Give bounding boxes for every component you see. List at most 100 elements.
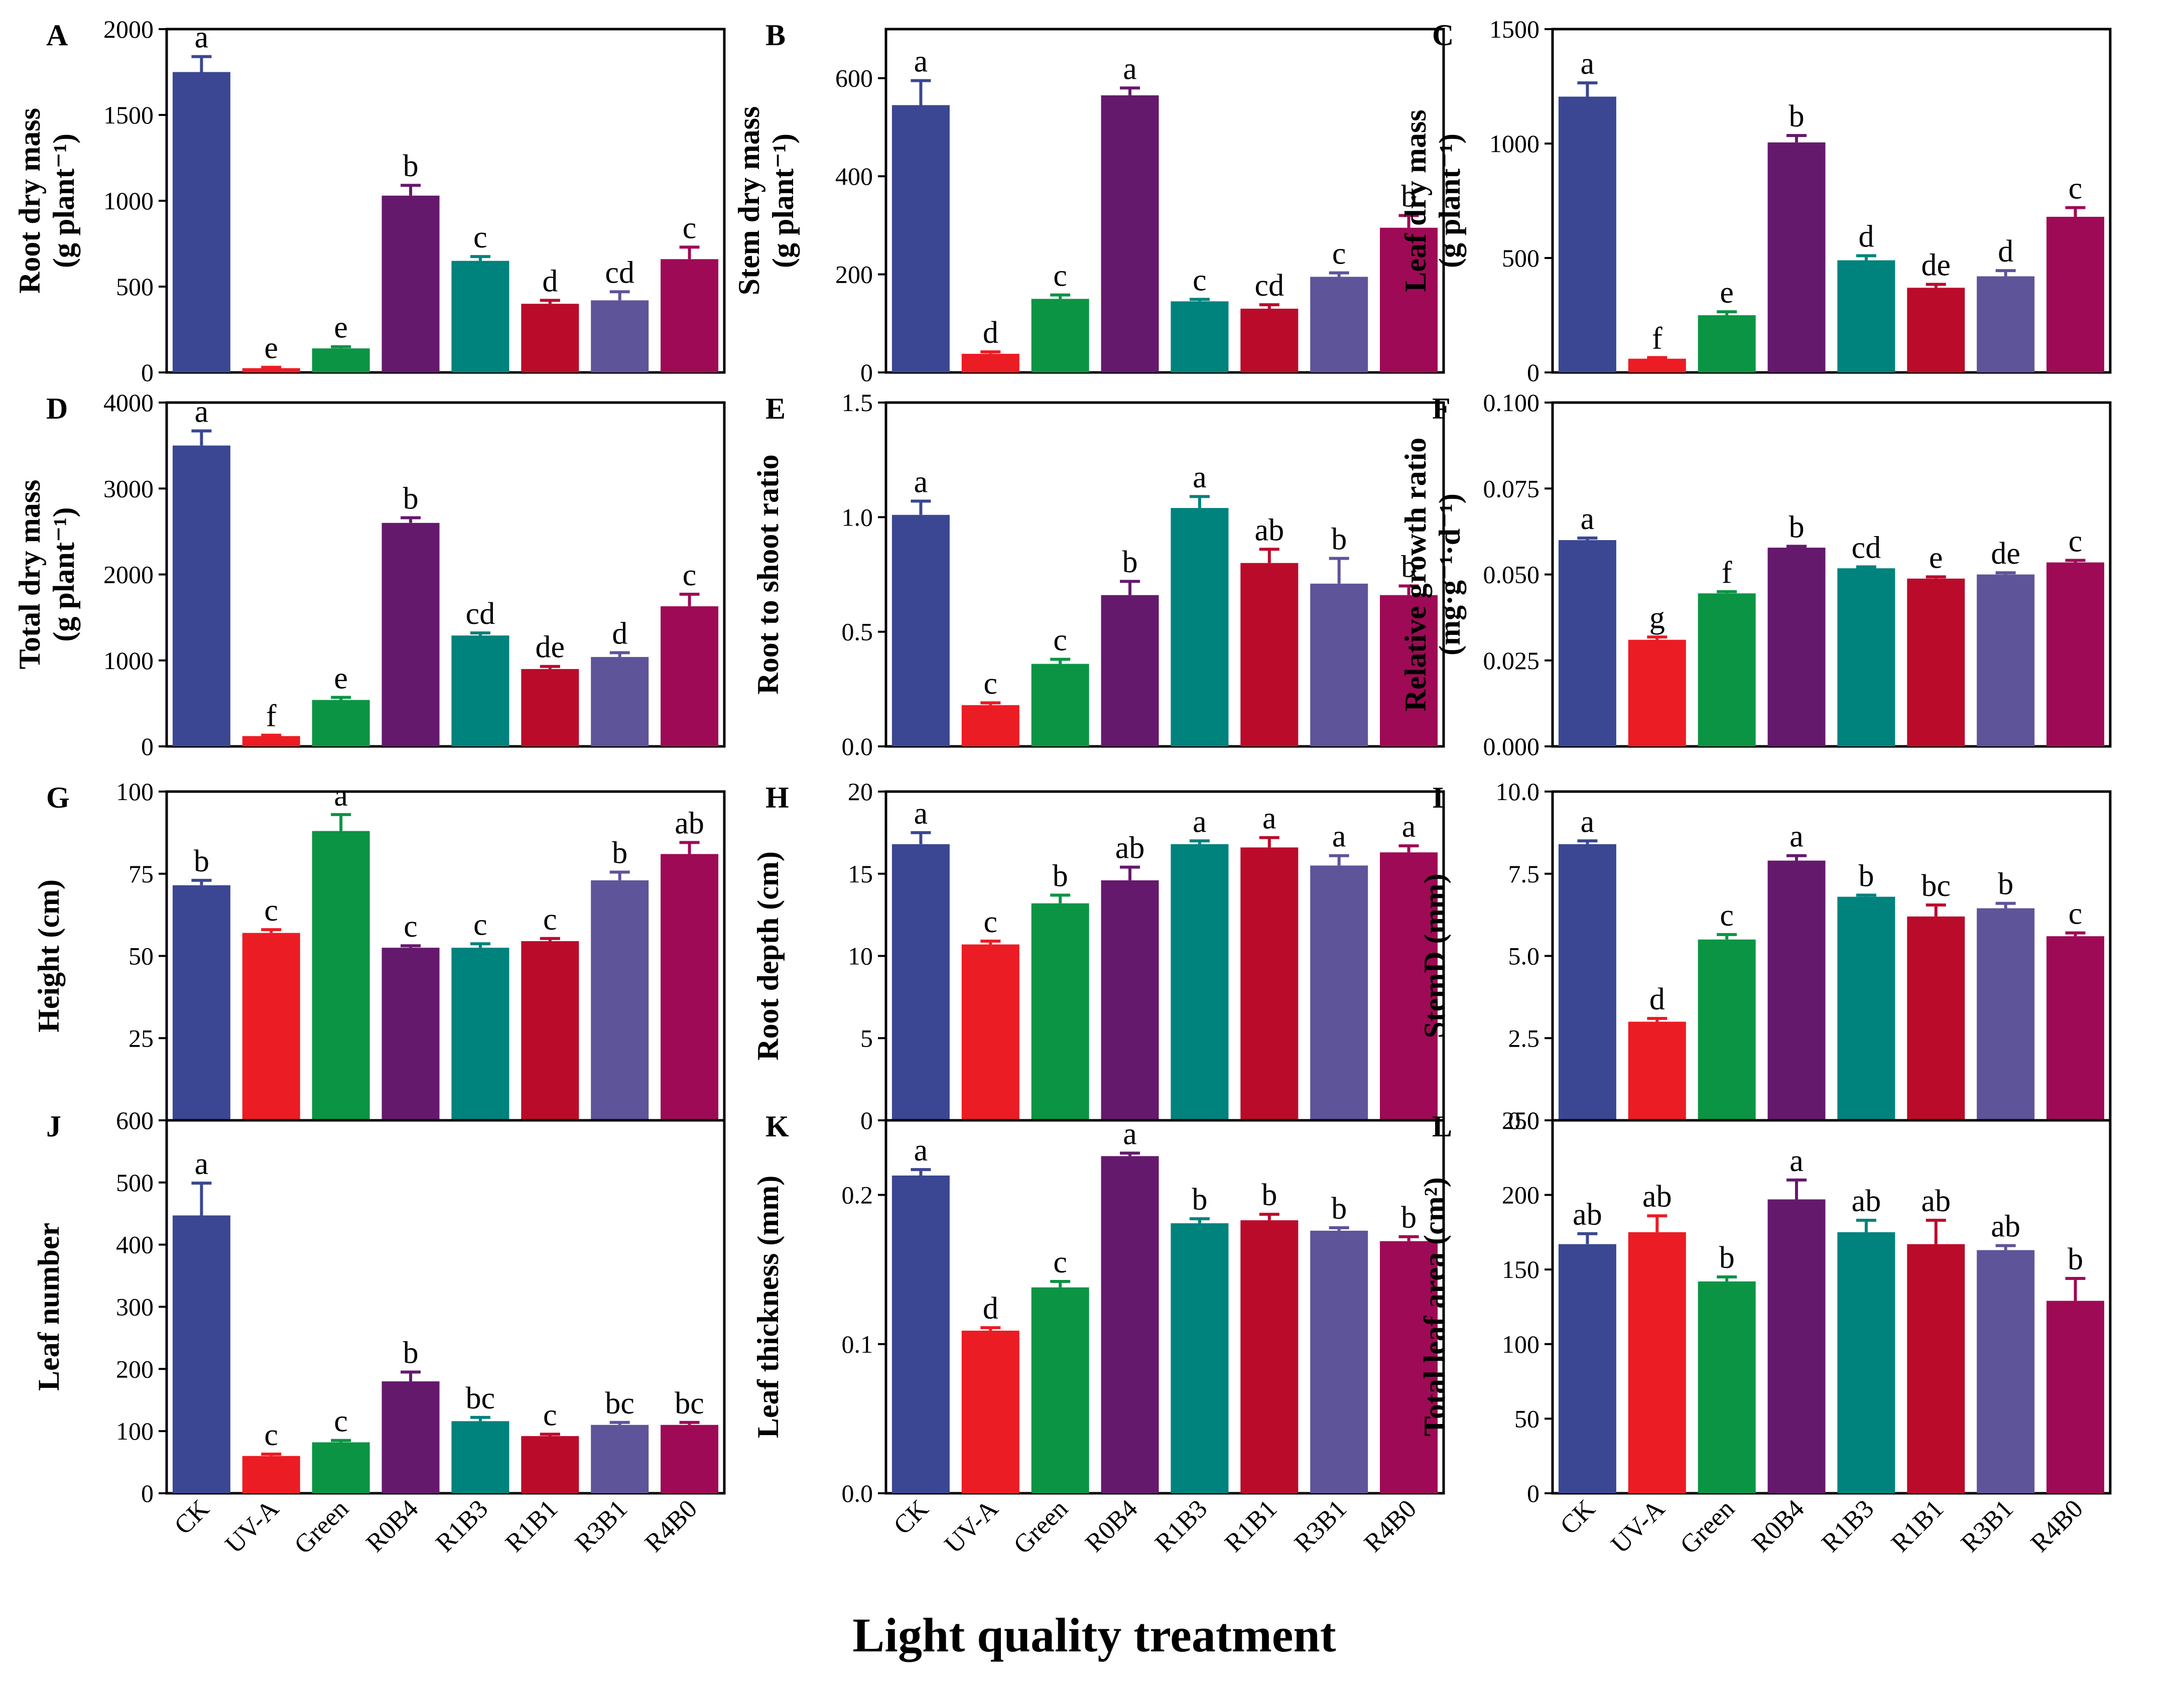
- significance-letter: c: [543, 1398, 557, 1432]
- panel-c: 0 500 1000 1500 C Leaf dry mass(g plant⁻¹) a f e…: [1399, 15, 2112, 386]
- significance-letter: de: [1921, 248, 1951, 282]
- bar-r3b1: [1310, 583, 1368, 746]
- significance-letter: a: [914, 45, 928, 79]
- bar-r1b1: [1240, 308, 1299, 372]
- panel-label: I: [1432, 781, 1444, 814]
- significance-letter: c: [984, 905, 998, 939]
- panel-f: 0.000 0.025 0.050 0.075 0.100 F Relative growt…: [1399, 388, 2112, 760]
- x-category-label: CK: [888, 1494, 935, 1540]
- y-tick-label: 500: [116, 273, 154, 301]
- bar-uv-a: [1628, 1021, 1686, 1120]
- bar-green: [312, 831, 370, 1120]
- bar-green: [1031, 664, 1089, 746]
- bar-r1b3: [1837, 260, 1895, 372]
- y-tick-label: 0: [1527, 358, 1539, 386]
- bar-r4b0: [1380, 595, 1438, 746]
- x-category-label: R3B1: [1289, 1494, 1352, 1558]
- x-category-label: R0B4: [1080, 1494, 1143, 1558]
- significance-letter: e: [334, 311, 348, 345]
- significance-letter: b: [1192, 1183, 1207, 1217]
- y-tick-label: 200: [835, 261, 873, 289]
- bar-r1b1: [1907, 916, 1965, 1120]
- significance-letter: ab: [1255, 513, 1284, 547]
- significance-letter: b: [1331, 1192, 1347, 1226]
- plot-frame: [884, 28, 1445, 374]
- bar-r1b1: [521, 1436, 579, 1493]
- y-tick-label: 0.050: [1483, 561, 1540, 589]
- significance-letter: d: [542, 264, 558, 298]
- panel-h: 0 5 10 15 20 H Root depth (cm) a c b ab a a a a: [751, 777, 1445, 1134]
- bar-uv-a: [1628, 639, 1686, 746]
- plot-frame: [884, 1119, 1445, 1495]
- bar-r0b4: [1101, 95, 1159, 372]
- bar-uv-a: [961, 353, 1019, 372]
- plot-frame: [1551, 28, 2112, 374]
- y-tick-label: 0: [860, 358, 873, 386]
- bar-r0b4: [1767, 142, 1826, 372]
- y-tick-label: 50: [1514, 1404, 1539, 1433]
- significance-letter: a: [1332, 820, 1346, 854]
- x-category-label: Green: [1008, 1494, 1074, 1560]
- x-axis-title: Light quality treatment: [852, 1608, 1336, 1662]
- significance-letter: c: [1053, 1245, 1067, 1279]
- significance-letter: b: [1261, 1178, 1277, 1212]
- y-tick-label: 0: [141, 732, 154, 760]
- significance-letter: c: [2069, 897, 2083, 931]
- significance-letter: b: [1053, 859, 1068, 893]
- significance-letter: cd: [1852, 531, 1881, 565]
- y-tick-label: 1000: [103, 646, 154, 675]
- bar-uv-a: [1628, 1232, 1686, 1493]
- bar-r0b4: [381, 523, 440, 746]
- significance-letter: c: [334, 1404, 348, 1439]
- significance-letter: e: [334, 661, 348, 695]
- bar-r4b0: [1380, 227, 1438, 372]
- significance-letter: c: [543, 902, 557, 937]
- y-axis-label: Root dry mass(g plant⁻¹): [13, 108, 80, 294]
- y-axis-label: Leaf number: [32, 1223, 65, 1391]
- significance-letter: a: [1581, 805, 1595, 839]
- panel-label: F: [1432, 392, 1451, 425]
- significance-letter: a: [1193, 805, 1207, 839]
- significance-letter: cd: [466, 597, 495, 631]
- bar-green: [1698, 1281, 1756, 1493]
- significance-letter: cd: [605, 255, 634, 290]
- y-tick-label: 2000: [103, 561, 154, 589]
- y-tick-label: 0.0: [842, 1479, 873, 1507]
- significance-letter: c: [1053, 259, 1067, 293]
- significance-letter: cd: [1255, 269, 1284, 303]
- significance-letter: f: [1722, 556, 1732, 590]
- significance-letter: a: [1581, 502, 1595, 536]
- bar-r3b1: [1977, 276, 2035, 372]
- significance-letter: a: [914, 465, 928, 499]
- significance-letter: c: [404, 910, 418, 944]
- y-tick-label: 400: [116, 1231, 154, 1259]
- significance-letter: ab: [1991, 1210, 2020, 1244]
- bar-ck: [1558, 1244, 1616, 1493]
- bar-ck: [1558, 844, 1616, 1120]
- bar-green: [1698, 939, 1756, 1120]
- y-tick-label: 600: [116, 1106, 154, 1134]
- y-tick-label: 250: [1502, 1106, 1539, 1134]
- significance-letter: d: [1858, 219, 1874, 253]
- x-category-label: R0B4: [360, 1494, 424, 1558]
- bar-uv-a: [961, 705, 1019, 746]
- y-tick-label: 2000: [103, 15, 154, 43]
- significance-letter: b: [1858, 859, 1874, 893]
- y-axis-label: Stem dry mass(g plant⁻¹): [732, 106, 800, 296]
- y-tick-label: 1500: [1489, 15, 1539, 43]
- y-axis-label: Height (cm): [32, 879, 65, 1032]
- significance-letter: b: [1331, 523, 1347, 557]
- panel-label: K: [765, 1110, 789, 1143]
- significance-letter: d: [983, 1291, 998, 1326]
- significance-letter: ab: [675, 807, 704, 841]
- bar-r4b0: [2046, 216, 2105, 372]
- y-axis-label: StemD (mm): [1418, 873, 1451, 1038]
- y-tick-label: 100: [116, 777, 154, 806]
- significance-letter: d: [612, 616, 627, 651]
- significance-letter: bc: [605, 1386, 634, 1420]
- y-tick-label: 0.0: [1508, 1106, 1540, 1134]
- bar-uv-a: [1628, 358, 1686, 372]
- bar-r1b3: [1171, 508, 1229, 746]
